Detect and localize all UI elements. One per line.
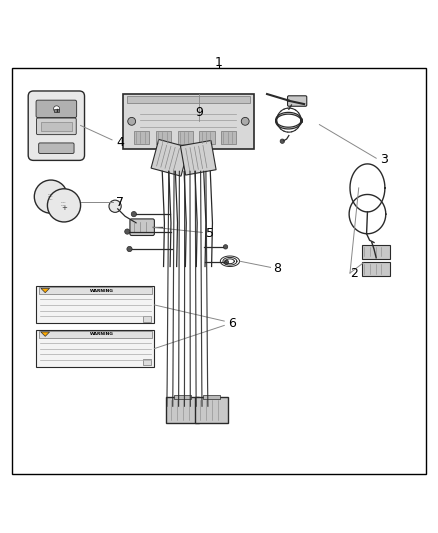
Circle shape	[224, 260, 229, 264]
Bar	[134, 131, 149, 144]
Circle shape	[109, 200, 121, 212]
Text: ----: ----	[48, 192, 53, 196]
FancyBboxPatch shape	[195, 398, 228, 423]
Text: ----: ----	[48, 195, 53, 199]
Bar	[199, 131, 215, 144]
Polygon shape	[41, 288, 49, 293]
Circle shape	[53, 106, 60, 112]
Circle shape	[131, 212, 137, 217]
Circle shape	[125, 229, 130, 234]
Bar	[177, 131, 193, 144]
Polygon shape	[41, 332, 49, 336]
Text: ----: ----	[48, 197, 53, 201]
Text: 6: 6	[228, 317, 236, 330]
FancyBboxPatch shape	[362, 262, 390, 276]
Bar	[39, 287, 152, 294]
Text: ----: ----	[61, 201, 67, 205]
Bar	[144, 316, 151, 321]
FancyBboxPatch shape	[151, 140, 189, 176]
Text: WARNING: WARNING	[89, 332, 113, 336]
Bar	[203, 395, 220, 399]
FancyBboxPatch shape	[288, 96, 307, 106]
Text: 1: 1	[215, 55, 223, 69]
Bar	[221, 131, 237, 144]
FancyBboxPatch shape	[41, 123, 72, 131]
Bar	[127, 96, 250, 103]
FancyBboxPatch shape	[28, 91, 85, 160]
FancyBboxPatch shape	[36, 100, 77, 118]
Bar	[155, 131, 171, 144]
Text: 7: 7	[117, 196, 124, 209]
FancyBboxPatch shape	[36, 118, 76, 135]
Text: +: +	[61, 205, 67, 212]
Text: 8: 8	[274, 262, 282, 275]
FancyBboxPatch shape	[123, 94, 254, 149]
FancyBboxPatch shape	[130, 219, 154, 236]
Bar	[36, 286, 154, 323]
Bar	[36, 330, 154, 367]
Text: 3: 3	[381, 153, 389, 166]
Bar	[39, 330, 152, 338]
FancyBboxPatch shape	[39, 143, 74, 154]
Circle shape	[223, 245, 228, 249]
FancyBboxPatch shape	[362, 245, 390, 259]
FancyBboxPatch shape	[180, 141, 216, 175]
Bar	[174, 395, 191, 399]
Text: ----: ----	[61, 204, 67, 207]
Circle shape	[280, 139, 285, 143]
Text: 2: 2	[350, 266, 358, 279]
Circle shape	[241, 117, 249, 125]
Circle shape	[34, 180, 67, 213]
Text: 9: 9	[195, 106, 203, 119]
Circle shape	[127, 246, 132, 252]
Bar	[144, 359, 151, 365]
Text: 5: 5	[206, 227, 214, 240]
Text: 4: 4	[117, 135, 124, 149]
Text: WARNING: WARNING	[89, 288, 113, 293]
FancyBboxPatch shape	[166, 398, 199, 423]
Circle shape	[128, 117, 136, 125]
FancyBboxPatch shape	[54, 109, 59, 112]
Circle shape	[47, 189, 81, 222]
